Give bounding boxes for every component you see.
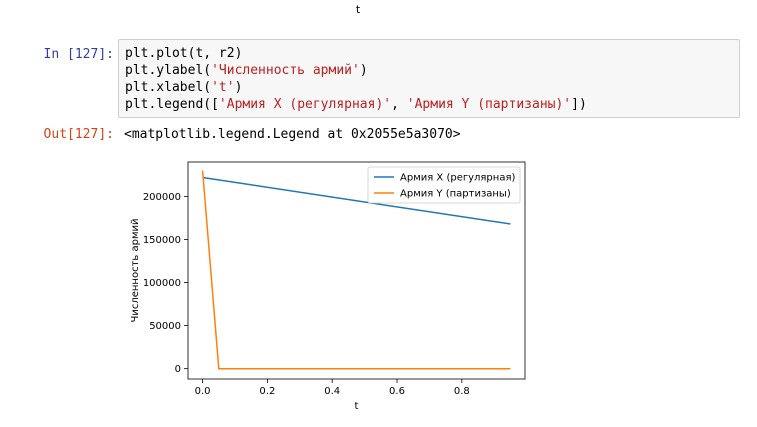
x-tick-label: 0.0 [195,386,211,397]
series-line-1 [202,176,511,225]
code-line: plt.ylabel('Численность армий') [125,63,368,78]
y-tick-label: 200000 [143,192,181,203]
code-cell-input[interactable]: plt.plot(t, r2) plt.ylabel('Численность … [118,39,740,118]
y-tick-label: 150000 [143,235,181,246]
code-line: plt.legend(['Армия X (регулярная)', 'Арм… [125,97,587,112]
y-tick-label: 0 [175,364,181,375]
y-axis-label: Численность армий [130,218,141,322]
y-tick-label: 50000 [149,321,181,332]
plot-frame [187,161,526,380]
legend-label: Армия X (регулярная) [400,173,515,184]
x-axis-label: t [355,401,359,412]
input-prompt: In [127]: [43,47,114,62]
legend-box [367,166,521,204]
code-line: plt.xlabel('t') [125,80,243,95]
output-text: <matplotlib.legend.Legend at 0x2055e5a30… [124,127,461,142]
legend-label: Армия Y (партизаны) [400,189,511,200]
x-tick-label: 0.8 [454,386,470,397]
previous-plot-xlabel: t [355,3,361,16]
x-tick-label: 0.2 [259,386,275,397]
line-chart: 0.0 0.2 0.4 0.6 0.8 0 50000 100000 150000 200000 t… [130,161,526,412]
series-line-2 [201,170,511,370]
output-prompt: Out[127]: [43,127,114,142]
x-tick-label: 0.4 [324,386,340,397]
x-tick-label: 0.6 [389,386,405,397]
code-line: plt.plot(t, r2) [125,46,243,61]
y-tick-label: 100000 [143,278,181,289]
